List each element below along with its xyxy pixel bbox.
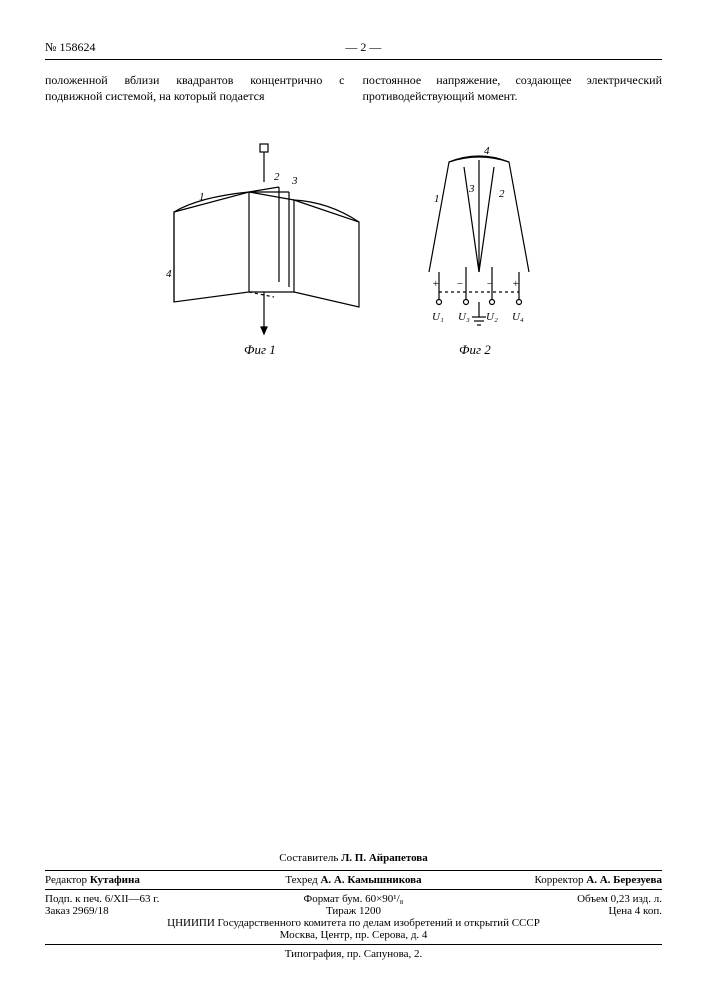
order-number: Заказ 2969/18 bbox=[45, 905, 245, 917]
fig1-group bbox=[174, 144, 359, 334]
fig2-group bbox=[429, 156, 529, 325]
fig2-minus-1: − bbox=[456, 278, 463, 290]
fig2-plus-2: + bbox=[512, 278, 519, 290]
price: Цена 4 коп. bbox=[462, 905, 662, 917]
body-col-right: постоянное напряжение, создающее электри… bbox=[363, 72, 663, 104]
page-marker: — 2 — bbox=[345, 40, 381, 55]
fig2-label-1: 1 bbox=[434, 193, 440, 205]
fig1-label-3: 3 bbox=[291, 175, 298, 187]
fig2-plus-1: + bbox=[432, 278, 439, 290]
fig1-caption: Фиг 1 bbox=[244, 342, 276, 357]
volume: Объем 0,23 изд. л. bbox=[462, 893, 662, 905]
editor-name: Кутафина bbox=[90, 874, 140, 886]
tech-label: Техред bbox=[285, 874, 317, 886]
fig2-u3: U₃ bbox=[458, 311, 470, 323]
doc-number: № 158624 bbox=[45, 40, 95, 55]
composer-label: Составитель bbox=[279, 852, 338, 864]
footer-rule-3 bbox=[45, 944, 662, 945]
fig1-label-4: 4 bbox=[166, 268, 172, 280]
corr-name: А. А. Березуева bbox=[586, 874, 662, 886]
body-text: положенной вблизи квадрантов концентричн… bbox=[45, 72, 662, 104]
fig2-label-4: 4 bbox=[484, 145, 490, 157]
figure-area: 1 2 3 4 Фиг 1 bbox=[45, 142, 662, 372]
tech-name: А. А. Камышникова bbox=[320, 874, 421, 886]
header-rule bbox=[45, 59, 662, 60]
body-col-left: положенной вблизи квадрантов концентричн… bbox=[45, 72, 345, 104]
fig2-label-3: 3 bbox=[468, 183, 475, 195]
composer-name: Л. П. Айрапетова bbox=[341, 852, 428, 864]
fig2-label-2: 2 bbox=[499, 188, 505, 200]
signed-date: Подп. к печ. 6/XII—63 г. bbox=[45, 893, 245, 905]
fig2-u2: U₂ bbox=[486, 311, 498, 323]
editor-label: Редактор bbox=[45, 874, 87, 886]
fig1-label-1: 1 bbox=[199, 191, 205, 203]
paper-format: Формат бум. 60×90¹/₈ bbox=[253, 893, 453, 905]
printer-line: Типография, пр. Сапунова, 2. bbox=[45, 948, 662, 960]
footer-rule-1 bbox=[45, 870, 662, 871]
org-line: ЦНИИПИ Государственного комитета по дела… bbox=[45, 917, 662, 929]
fig2-u1: U₁ bbox=[432, 311, 444, 323]
tirage: Тираж 1200 bbox=[253, 905, 453, 917]
address-line: Москва, Центр, пр. Серова, д. 4 bbox=[45, 929, 662, 941]
corr-label: Корректор bbox=[534, 874, 583, 886]
footer-rule-2 bbox=[45, 889, 662, 890]
footer: Составитель Л. П. Айрапетова Редактор Ку… bbox=[45, 852, 662, 960]
fig2-caption: Фиг 2 bbox=[459, 342, 491, 357]
fig1-label-2: 2 bbox=[274, 171, 280, 183]
fig2-minus-2: − bbox=[486, 278, 493, 290]
fig2-u4: U₄ bbox=[512, 311, 524, 323]
figures-svg: 1 2 3 4 Фиг 1 bbox=[144, 142, 564, 372]
